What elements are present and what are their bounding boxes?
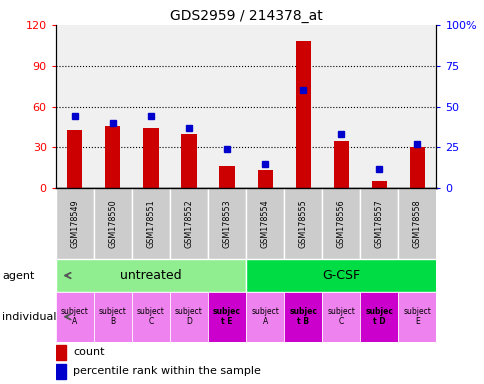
Text: GSM178553: GSM178553 [222,199,231,248]
Bar [398,188,436,259]
Bar [105,126,120,188]
Bar [170,292,208,342]
Bar [170,188,208,259]
Text: count: count [73,347,104,357]
Text: GSM178555: GSM178555 [298,199,307,248]
Title: GDS2959 / 214378_at: GDS2959 / 214378_at [169,8,322,23]
Text: subject
D: subject D [175,307,202,326]
Bar [208,292,245,342]
Bar [398,292,436,342]
Bar [132,292,170,342]
Bar [143,128,158,188]
Bar [208,188,245,259]
Bar [245,188,284,259]
Text: subject
C: subject C [327,307,354,326]
Bar [94,188,132,259]
Bar [295,41,310,188]
Bar [219,166,234,188]
Text: subject
B: subject B [99,307,126,326]
Bar [56,259,245,292]
Text: GSM178550: GSM178550 [108,199,117,248]
Text: GSM178549: GSM178549 [70,199,79,248]
Bar [371,181,386,188]
Bar [132,188,170,259]
Bar [284,188,321,259]
Text: subject
A: subject A [251,307,278,326]
Bar [322,292,360,342]
Bar [409,147,424,188]
Bar [56,344,66,360]
Text: subjec
t E: subjec t E [212,307,241,326]
Text: subjec
t B: subjec t B [288,307,317,326]
Text: untreated: untreated [120,269,182,282]
Text: individual: individual [2,312,57,322]
Bar [284,292,321,342]
Text: GSM178556: GSM178556 [336,199,345,248]
Text: subject
C: subject C [137,307,165,326]
Bar [245,259,436,292]
Text: GSM178558: GSM178558 [412,199,421,248]
Bar [56,364,66,379]
Bar [181,134,196,188]
Text: agent: agent [2,270,35,281]
Bar [360,188,398,259]
Bar [322,188,360,259]
Text: GSM178554: GSM178554 [260,199,269,248]
Text: GSM178551: GSM178551 [146,199,155,248]
Text: subject
E: subject E [403,307,430,326]
Bar [245,292,284,342]
Text: G-CSF: G-CSF [321,269,360,282]
Text: percentile rank within the sample: percentile rank within the sample [73,366,260,376]
Bar [360,292,398,342]
Text: subject
A: subject A [61,307,89,326]
Bar [94,292,132,342]
Text: subjec
t D: subjec t D [364,307,393,326]
Text: GSM178552: GSM178552 [184,199,193,248]
Text: GSM178557: GSM178557 [374,199,383,248]
Bar [257,170,272,188]
Bar [56,188,94,259]
Bar [67,130,82,188]
Bar [56,292,94,342]
Bar [333,141,348,188]
